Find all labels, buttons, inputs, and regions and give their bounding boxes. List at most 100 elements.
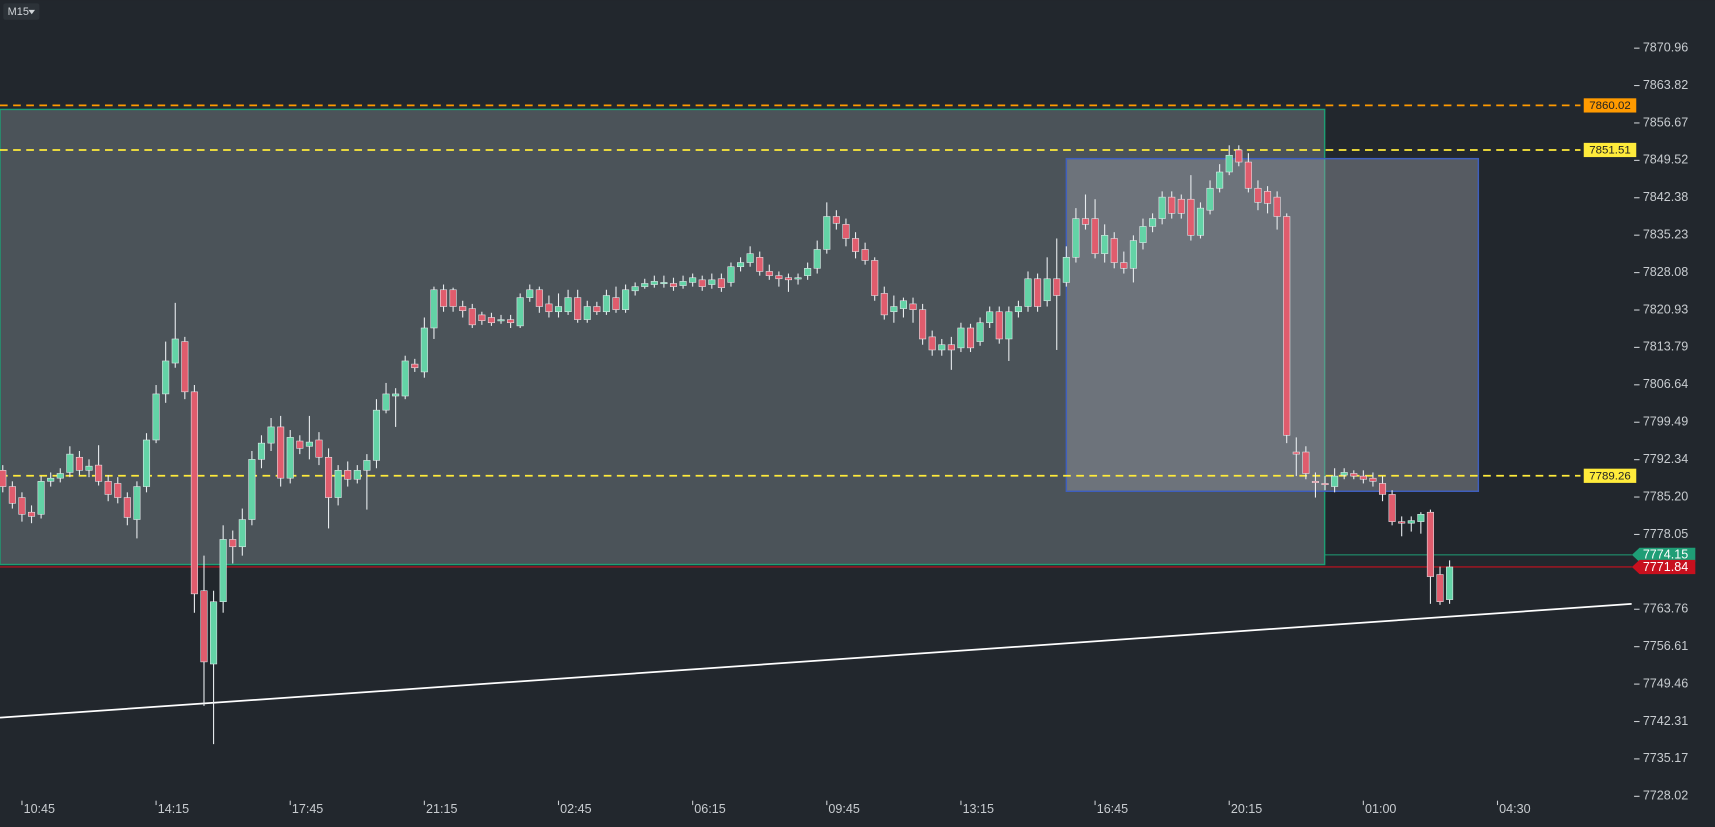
timeframe-label[interactable]: M15 bbox=[8, 6, 29, 18]
candle-body bbox=[420, 327, 428, 373]
candle-body bbox=[468, 308, 476, 326]
candle-body bbox=[1024, 278, 1032, 307]
candle-body bbox=[554, 306, 563, 313]
candle-body bbox=[27, 511, 36, 517]
candle-body bbox=[861, 249, 869, 261]
candle-body bbox=[727, 266, 735, 283]
candle-body bbox=[286, 437, 294, 479]
candle-body bbox=[210, 601, 218, 665]
candle-body bbox=[1446, 566, 1454, 600]
candle-body bbox=[909, 303, 917, 310]
candle-body bbox=[190, 391, 198, 595]
candle-body bbox=[813, 249, 821, 269]
candle-body bbox=[612, 297, 620, 310]
drawings bbox=[0, 108, 1632, 719]
candle-body bbox=[794, 277, 802, 280]
candle-body bbox=[890, 306, 898, 313]
candle-body bbox=[669, 283, 678, 287]
timeframe-box[interactable] bbox=[3, 3, 40, 20]
candle-body bbox=[698, 279, 706, 287]
candle-body bbox=[583, 306, 591, 320]
candle-body bbox=[564, 297, 572, 313]
y-tick-label: 7756.61 bbox=[1643, 639, 1688, 653]
candle-body bbox=[823, 216, 831, 250]
y-tick-label: 7856.67 bbox=[1643, 115, 1688, 129]
candle-body bbox=[123, 497, 131, 518]
candle-body bbox=[1110, 238, 1118, 263]
candle-body bbox=[162, 360, 170, 395]
candle-body bbox=[75, 456, 83, 471]
candle-body bbox=[784, 277, 792, 281]
candle-body bbox=[1005, 311, 1013, 340]
candle-body bbox=[353, 470, 361, 480]
candle-body bbox=[1426, 511, 1434, 577]
candle-body bbox=[487, 317, 495, 324]
candle-body bbox=[1283, 216, 1291, 436]
candle-body bbox=[200, 590, 208, 663]
candle-body bbox=[1216, 171, 1224, 189]
candle-body bbox=[325, 456, 333, 498]
candle-body bbox=[171, 338, 179, 364]
timeframe-button[interactable]: M15 bbox=[3, 3, 40, 20]
y-tick-label: 7849.52 bbox=[1643, 153, 1688, 167]
y-tick-label: 7735.17 bbox=[1643, 751, 1688, 765]
candle-body bbox=[1149, 218, 1157, 227]
candle-body bbox=[497, 319, 505, 322]
y-tick-label: 7806.64 bbox=[1643, 377, 1688, 391]
candle-body bbox=[344, 470, 352, 480]
candle-body bbox=[622, 289, 630, 310]
candle-body bbox=[842, 224, 850, 239]
candle-body bbox=[1043, 278, 1051, 302]
candle-body bbox=[1158, 196, 1166, 219]
candle-body bbox=[756, 257, 764, 272]
candle-body bbox=[1436, 574, 1444, 602]
x-tick-label: 16:45 bbox=[1097, 802, 1128, 816]
y-tick-label: 7785.20 bbox=[1643, 489, 1688, 503]
level-label-box bbox=[1583, 142, 1637, 158]
candles bbox=[0, 145, 1454, 745]
x-tick-label: 20:15 bbox=[1231, 802, 1262, 816]
candle-body bbox=[1388, 494, 1396, 522]
candle-body bbox=[1417, 514, 1425, 522]
candle-body bbox=[775, 275, 783, 280]
candle-body bbox=[880, 293, 888, 316]
candle-body bbox=[1034, 278, 1042, 307]
candle-body bbox=[976, 322, 984, 342]
candle-body bbox=[401, 360, 409, 397]
level-label-box bbox=[1583, 98, 1637, 113]
candle-body bbox=[1101, 235, 1109, 254]
candle-body bbox=[737, 262, 745, 268]
candle-body bbox=[1264, 191, 1272, 204]
y-tick-label: 7742.31 bbox=[1643, 714, 1688, 728]
candle-body bbox=[852, 238, 860, 252]
candle-body bbox=[56, 473, 64, 479]
candle-body bbox=[296, 440, 304, 449]
x-tick-label: 09:45 bbox=[828, 802, 859, 816]
candle-body bbox=[957, 327, 965, 349]
candle-body bbox=[104, 481, 112, 495]
y-tick-label: 7870.96 bbox=[1643, 40, 1688, 54]
y-tick-label: 7863.82 bbox=[1643, 78, 1688, 92]
dropdown-arrow[interactable] bbox=[28, 9, 35, 15]
candle-body bbox=[1072, 218, 1080, 258]
candle-body bbox=[1273, 196, 1281, 217]
candle-body bbox=[1081, 218, 1090, 225]
x-tick-label: 10:45 bbox=[24, 802, 55, 816]
candle-body bbox=[1139, 226, 1147, 243]
candle-body bbox=[315, 439, 323, 458]
x-tick-label: 21:15 bbox=[426, 802, 457, 816]
candle-body bbox=[1168, 196, 1176, 214]
candle-body bbox=[1062, 257, 1070, 283]
candle-body bbox=[8, 486, 16, 504]
candle-body bbox=[257, 442, 266, 460]
candle-body bbox=[1350, 473, 1358, 477]
candle-body bbox=[133, 486, 141, 520]
candle-body bbox=[142, 439, 151, 487]
candle-body bbox=[1235, 149, 1243, 163]
y-tick-label: 7842.38 bbox=[1643, 190, 1688, 204]
candle-body bbox=[804, 268, 812, 276]
candle-body bbox=[430, 289, 438, 329]
levels: 7860.02 7851.51 7789.26 bbox=[0, 98, 1637, 568]
